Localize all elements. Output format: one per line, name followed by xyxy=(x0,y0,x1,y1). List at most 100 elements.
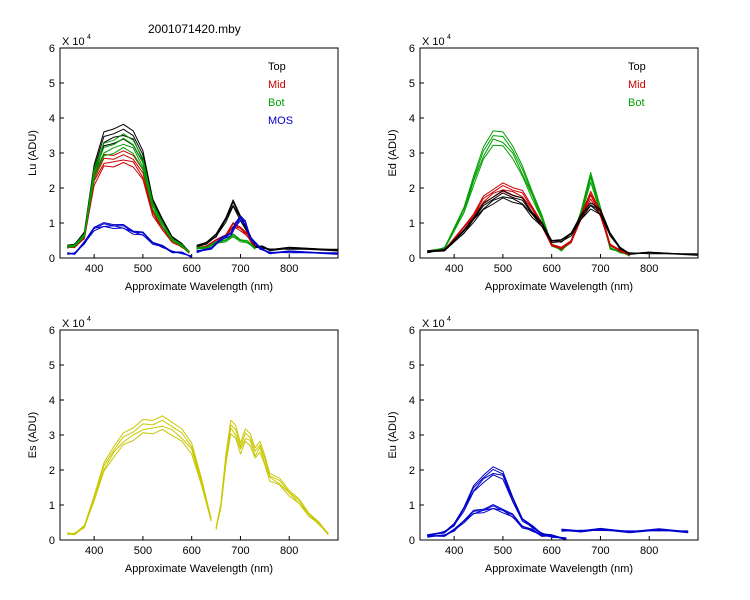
y-tick-label: 6 xyxy=(49,43,55,55)
legend-entry: Mid xyxy=(628,79,646,91)
x-tick-label: 600 xyxy=(183,263,201,275)
series-line-3-0-2-2 xyxy=(561,529,689,534)
exponent-label: X 10 xyxy=(62,318,85,330)
x-tick-label: 800 xyxy=(640,545,658,557)
series-line-2-0-1-2 xyxy=(215,433,329,536)
x-tick-label: 500 xyxy=(134,545,152,557)
series-line-3-0-1-2 xyxy=(427,507,567,540)
x-tick-label: 400 xyxy=(445,545,463,557)
series-line-0-3-0-2 xyxy=(67,225,192,258)
y-tick-label: 3 xyxy=(49,148,55,160)
y-tick-label: 5 xyxy=(49,78,55,90)
y-tick-label: 1 xyxy=(409,500,415,512)
series-line-0-2-0-3 xyxy=(67,133,190,253)
y-tick-label: 0 xyxy=(49,535,55,547)
x-tick-label: 600 xyxy=(543,545,561,557)
x-tick-label: 500 xyxy=(494,263,512,275)
x-tick-label: 600 xyxy=(183,545,201,557)
y-tick-label: 3 xyxy=(409,430,415,442)
x-tick-label: 600 xyxy=(543,263,561,275)
x-axis-label: Approximate Wavelength (nm) xyxy=(485,281,633,293)
y-tick-label: 2 xyxy=(409,465,415,477)
y-tick-label: 5 xyxy=(49,360,55,372)
x-tick-label: 800 xyxy=(640,263,658,275)
legend-entry: Top xyxy=(268,61,286,73)
legend-entry: Top xyxy=(628,61,646,73)
y-axis-label: Lu (ADU) xyxy=(27,130,39,176)
series-line-0-2-0-2 xyxy=(67,146,190,254)
y-tick-label: 2 xyxy=(49,465,55,477)
plot-frame xyxy=(59,329,339,541)
series-line-0-2-1-2 xyxy=(196,235,256,250)
x-tick-label: 700 xyxy=(231,263,249,275)
x-tick-label: 500 xyxy=(494,545,512,557)
y-tick-label: 0 xyxy=(409,535,415,547)
x-axis-label: Approximate Wavelength (nm) xyxy=(125,281,273,293)
x-axis-label: Approximate Wavelength (nm) xyxy=(485,563,633,575)
series-line-2-0-0-3 xyxy=(67,415,212,535)
y-tick-label: 2 xyxy=(409,183,415,195)
series-line-3-0-0-3 xyxy=(427,466,567,540)
series-line-3-0-0-2 xyxy=(427,474,567,540)
y-tick-label: 6 xyxy=(409,325,415,337)
y-axis-label: Eu (ADU) xyxy=(387,411,399,458)
exponent-power: 4 xyxy=(87,316,91,323)
x-tick-label: 400 xyxy=(85,545,103,557)
plot-frame xyxy=(419,329,699,541)
exponent-label: X 10 xyxy=(62,36,85,48)
y-tick-label: 1 xyxy=(49,500,55,512)
series-line-2-0-1-0 xyxy=(215,427,329,534)
y-tick-label: 5 xyxy=(409,78,415,90)
y-tick-label: 4 xyxy=(409,395,415,407)
series-line-0-3-1-3 xyxy=(196,215,338,255)
x-tick-label: 700 xyxy=(231,545,249,557)
series-line-2-0-0-2 xyxy=(67,428,212,536)
x-tick-label: 700 xyxy=(591,263,609,275)
y-tick-label: 3 xyxy=(49,430,55,442)
x-tick-label: 700 xyxy=(591,545,609,557)
y-tick-label: 6 xyxy=(409,43,415,55)
y-tick-label: 1 xyxy=(409,218,415,230)
x-axis-label: Approximate Wavelength (nm) xyxy=(125,563,273,575)
series-line-2-0-1-3 xyxy=(215,419,329,535)
exponent-power: 4 xyxy=(87,34,91,41)
series-line-2-0-1-1 xyxy=(215,424,329,535)
y-tick-label: 2 xyxy=(49,183,55,195)
exponent-label: X 10 xyxy=(422,36,445,48)
y-tick-label: 6 xyxy=(49,325,55,337)
y-tick-label: 4 xyxy=(49,113,55,125)
series-line-0-0-1-2 xyxy=(196,205,338,252)
y-axis-label: Es (ADU) xyxy=(27,412,39,458)
y-axis-label: Ed (ADU) xyxy=(387,129,399,176)
page-title: 2001071420.mby xyxy=(148,22,241,36)
series-line-1-0-0-3 xyxy=(427,130,630,257)
series-line-3-0-2-3 xyxy=(561,527,689,533)
exponent-label: X 10 xyxy=(422,318,445,330)
legend-entry: Bot xyxy=(268,97,285,109)
exponent-power: 4 xyxy=(447,316,451,323)
legend-entry: Mid xyxy=(268,79,286,91)
x-tick-label: 500 xyxy=(134,263,152,275)
y-tick-label: 0 xyxy=(49,253,55,265)
series-line-1-0-0-1 xyxy=(427,135,630,257)
series-line-1-2-0-2 xyxy=(427,197,698,256)
series-line-1-2-0-3 xyxy=(427,189,698,256)
series-line-3-0-1-3 xyxy=(427,504,567,540)
y-tick-label: 4 xyxy=(409,113,415,125)
series-line-2-0-0-0 xyxy=(67,425,212,536)
x-tick-label: 400 xyxy=(445,263,463,275)
series-line-1-1-0-3 xyxy=(427,182,630,256)
series-line-0-3-1-0 xyxy=(196,217,338,254)
y-tick-label: 3 xyxy=(409,148,415,160)
y-tick-label: 0 xyxy=(409,253,415,265)
exponent-power: 4 xyxy=(447,34,451,41)
series-line-2-0-0-1 xyxy=(67,419,212,535)
y-tick-label: 1 xyxy=(49,218,55,230)
series-line-0-3-1-2 xyxy=(196,220,338,255)
legend-entry: MOS xyxy=(268,115,293,127)
